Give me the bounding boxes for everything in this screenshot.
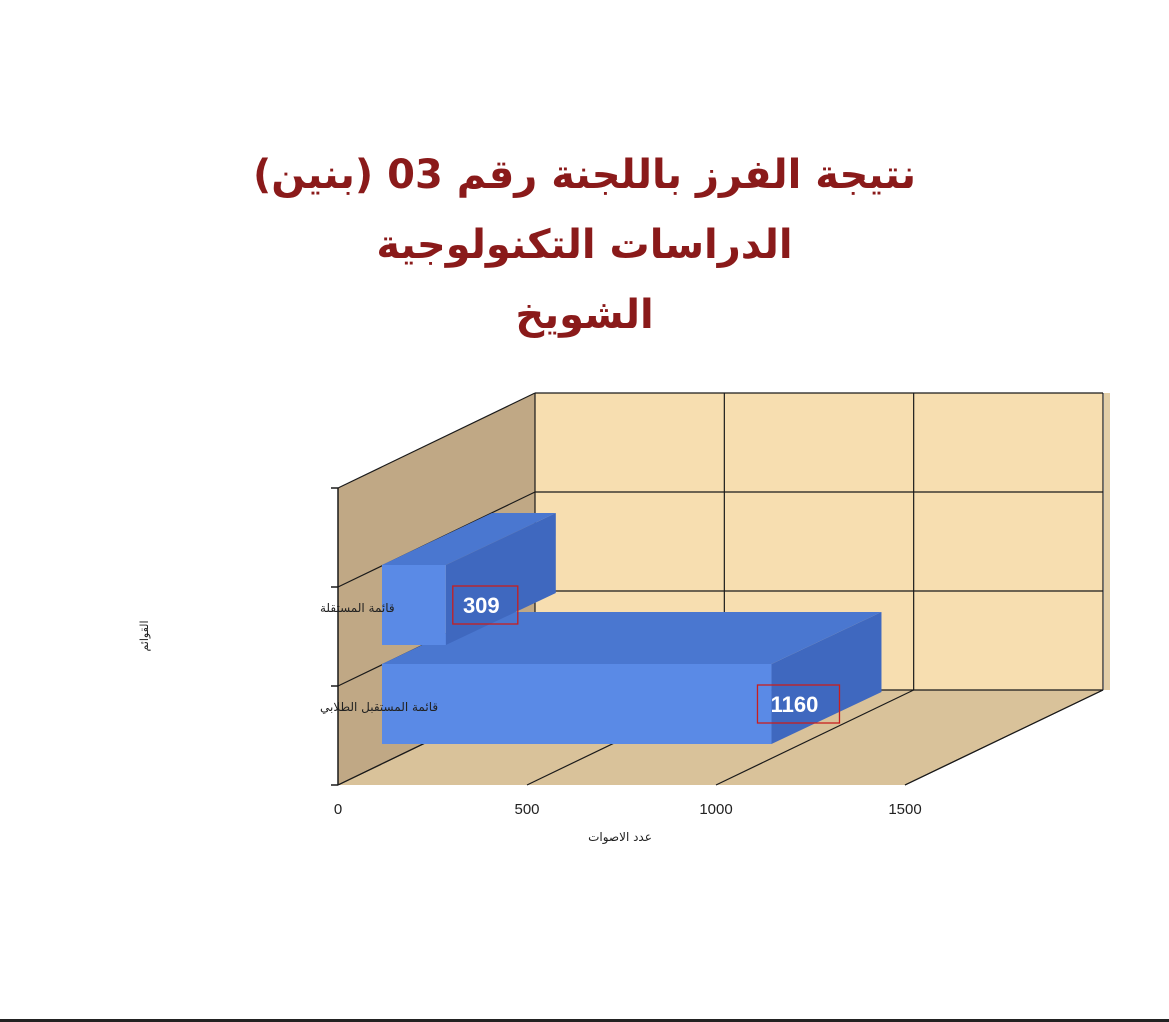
x-axis-title: عدد الاصوات [588,830,652,845]
data-label-box-1 [452,585,519,625]
x-tick-label-0: 0 [334,801,342,818]
bar-side-1 [445,513,556,645]
chart-axes: 0 500 1000 1500 عدد الاصوات القوائم قائمة المس… [138,487,922,845]
x-tick-label-1: 500 [514,801,539,818]
floor-line-2 [715,689,914,786]
title-line-3: الشويخ [515,292,654,338]
bar-side-0 [771,612,882,744]
bar-0: 1160 [382,612,882,744]
bar-front-0 [382,664,772,744]
chart-bars: 1160 309 [382,513,882,744]
bar-1: 309 [382,513,556,645]
bar-top-1 [382,513,556,565]
x-tick-label-3: 1500 [888,801,921,818]
floor-right-edge [904,689,1104,786]
y-axis-title: القوائم [138,620,151,651]
data-label-0: 1160 [771,692,819,717]
side-line-0 [337,392,536,489]
title-line-2: الدراسات التكنولوجية [376,222,793,268]
bottom-divider [0,1019,1169,1022]
category-label-1: قائمة المستقلة [320,601,395,615]
x-tick-label-2: 1000 [699,801,732,818]
category-label-0: قائمة المستقبل الطلابي [320,700,438,714]
title-line-1: نتيجة الفرز باللجنة رقم 03 (بنين) [252,152,917,198]
data-label-1: 309 [463,593,500,618]
bar-front-1 [382,565,446,645]
chart-title: نتيجة الفرز باللجنة رقم 03 (بنين) الدراس… [0,140,1169,350]
data-label-box-0 [756,684,841,724]
bar-top-0 [382,612,882,664]
